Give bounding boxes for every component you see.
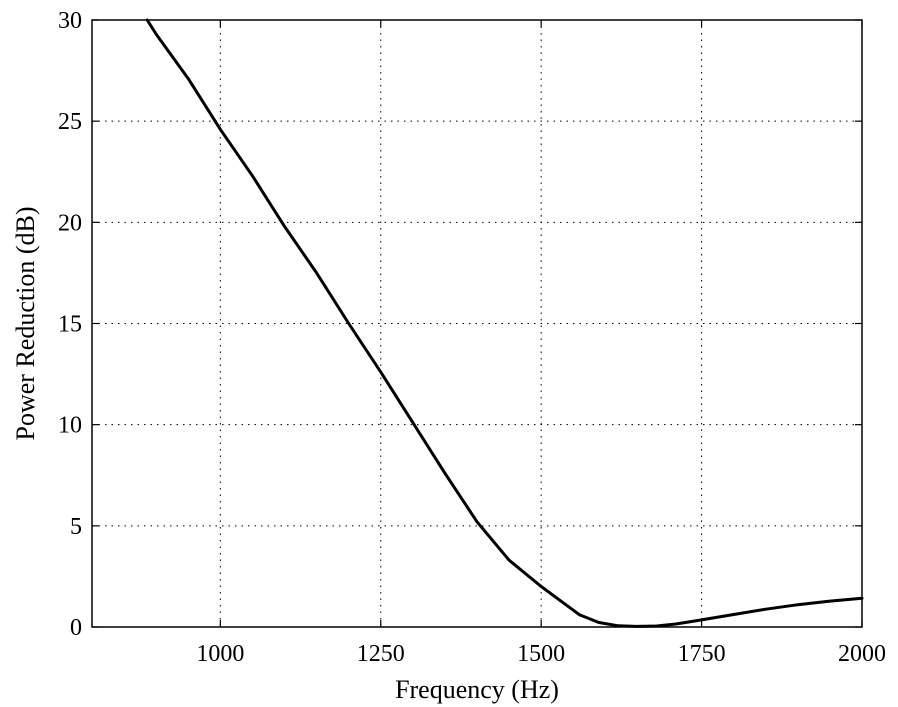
y-tick-label: 20 (58, 210, 82, 236)
x-tick-label: 1750 (678, 641, 726, 667)
y-tick-label: 15 (58, 312, 82, 338)
x-tick-label: 2000 (838, 641, 886, 667)
grid-lines (92, 20, 862, 627)
y-tick-label: 25 (58, 109, 82, 135)
x-tick-labels: 1000 1250 1500 1750 2000 (196, 641, 886, 667)
plot-area-frame (91, 19, 863, 628)
y-tick-labels: 0 5 10 15 20 25 30 (58, 8, 82, 641)
y-tick-label: 30 (58, 8, 82, 34)
y-axis-label: Power Reduction (dB) (11, 207, 40, 441)
x-axis-label: Frequency (Hz) (395, 675, 559, 704)
y-tick-label: 10 (58, 413, 82, 439)
y-tick-label: 5 (70, 514, 82, 540)
x-tick-label: 1000 (196, 641, 244, 667)
y-tick-label: 0 (70, 615, 82, 641)
series-layer (145, 18, 864, 628)
power-reduction-line (145, 18, 864, 628)
x-tick-label: 1250 (357, 641, 405, 667)
x-tick-label: 1500 (517, 641, 565, 667)
